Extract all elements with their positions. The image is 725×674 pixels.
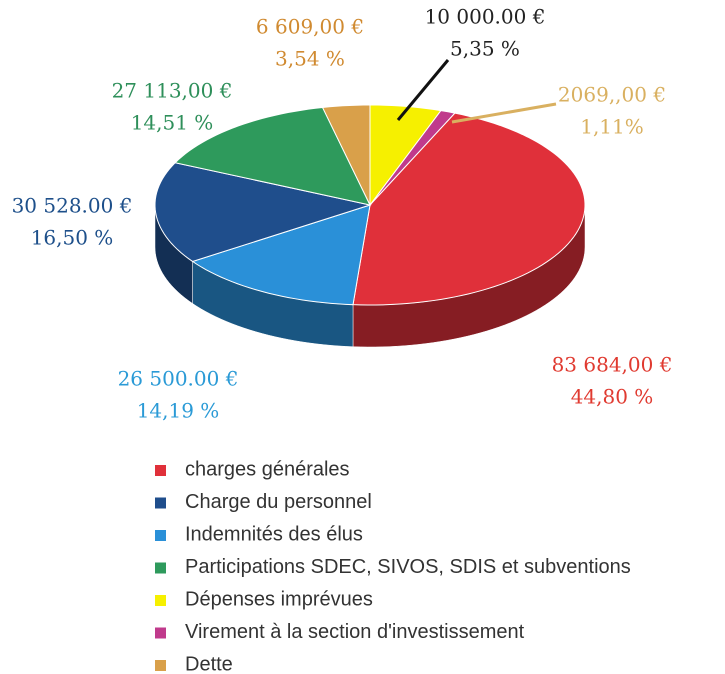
legend-swatch: [155, 465, 166, 476]
legend-swatch: [155, 562, 166, 574]
legend-label: Charge du personnel: [185, 491, 372, 513]
legend-label: Indemnités des élus: [185, 523, 363, 545]
legend-label: Virement à la section d'investissement: [185, 621, 525, 643]
pie-slice: [321, 104, 371, 206]
legend-swatch: [155, 595, 166, 606]
value-label: 27 113,00 €: [112, 79, 233, 103]
legend-swatch: [155, 497, 166, 509]
pie-slice: [369, 104, 442, 207]
value-label: 30 528.00 €: [12, 194, 133, 218]
pie-slice: [154, 162, 372, 263]
leader-line: [396, 59, 450, 121]
value-label: 83 684,00 €: [552, 353, 673, 377]
value-label: 10 000.00 €: [425, 5, 546, 29]
percent-label: 5,35 %: [450, 37, 520, 61]
leader-line: [451, 102, 557, 124]
percent-label: 16,50 %: [31, 226, 114, 250]
legend-label: Participations SDEC, SIVOS, SDIS et subv…: [185, 556, 631, 578]
percent-label: 14,19 %: [137, 399, 220, 423]
percent-label: 14,51 %: [131, 111, 214, 135]
legend-label: Dette: [185, 653, 233, 674]
value-label: 2069,,00 €: [558, 83, 666, 107]
pie-slice: [174, 106, 371, 206]
percent-label: 1,11%: [580, 115, 644, 139]
pie-slice: [352, 112, 586, 306]
legend-swatch: [155, 660, 166, 671]
percent-label: 3,54 %: [275, 47, 345, 71]
legend-label: charges générales: [185, 458, 350, 480]
pie-slice: [191, 204, 371, 306]
legend-swatch: [155, 530, 166, 541]
legend-label: Dépenses imprévues: [185, 588, 373, 610]
percent-label: 44,80 %: [571, 385, 654, 409]
legend-swatch: [155, 627, 166, 639]
value-label: 26 500.00 €: [118, 367, 239, 391]
value-label: 6 609,00 €: [256, 15, 364, 39]
